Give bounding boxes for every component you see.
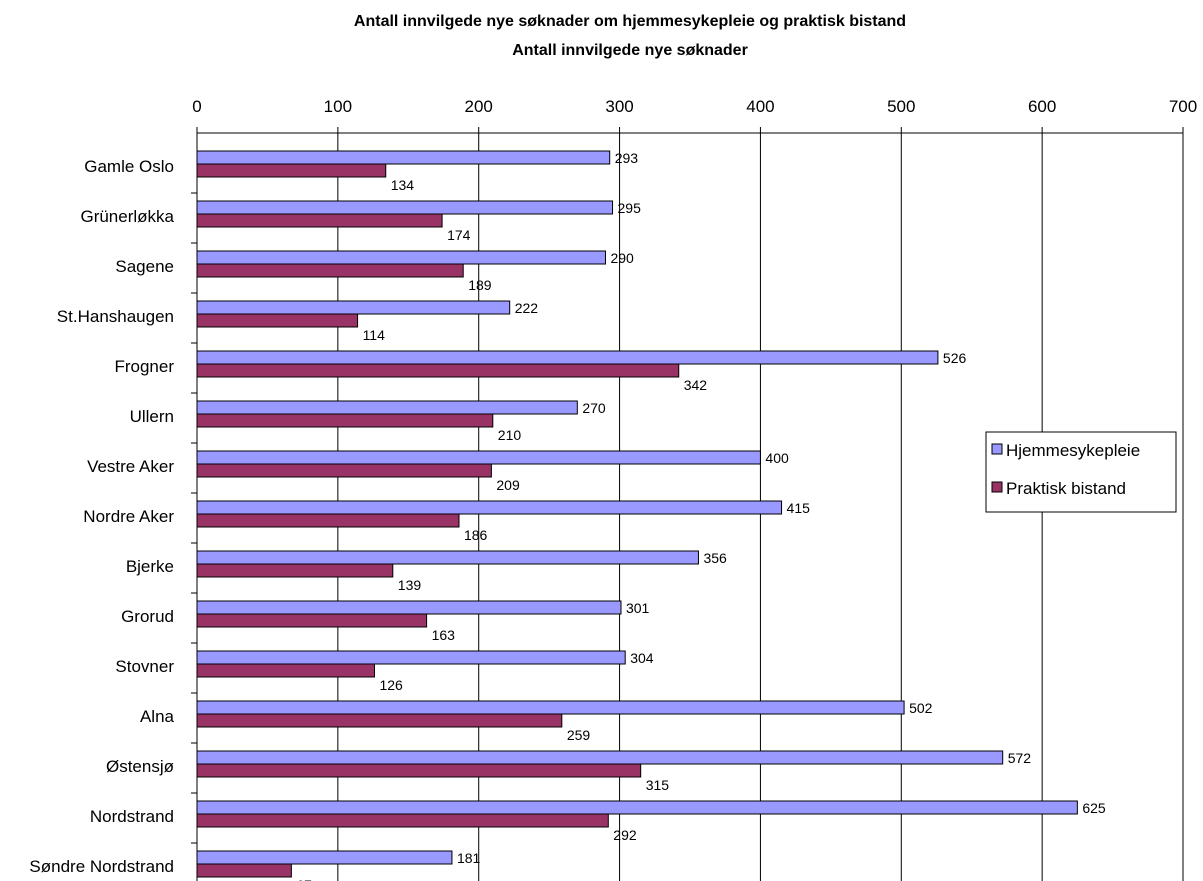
category-label: Gamle Oslo <box>84 157 174 176</box>
category-label: Nordre Aker <box>83 507 174 526</box>
data-label: 139 <box>398 577 422 593</box>
bar <box>196 800 1078 815</box>
category-label: Vestre Aker <box>87 457 174 476</box>
data-label: 304 <box>630 650 654 666</box>
category-label: Alna <box>140 707 175 726</box>
legend-label: Praktisk bistand <box>1006 479 1126 498</box>
category-label: Frogner <box>114 357 174 376</box>
legend-label: Hjemmesykepleie <box>1006 441 1140 460</box>
data-label: 572 <box>1008 750 1032 766</box>
bar <box>196 500 783 515</box>
data-label: 210 <box>498 427 522 443</box>
bar <box>196 813 609 828</box>
bar <box>196 363 680 378</box>
x-tick-label: 300 <box>605 97 633 116</box>
bar <box>196 563 394 578</box>
bar <box>196 150 611 165</box>
data-label: 209 <box>496 477 520 493</box>
data-label: 189 <box>468 277 492 293</box>
bar <box>196 613 428 628</box>
bar <box>196 850 453 865</box>
category-label: Søndre Nordstrand <box>29 857 174 876</box>
legend-box <box>985 431 1177 513</box>
x-tick-label: 700 <box>1169 97 1197 116</box>
data-label: 259 <box>567 727 591 743</box>
bar <box>196 513 460 528</box>
data-label: 295 <box>618 200 642 216</box>
x-tick-label: 0 <box>192 97 201 116</box>
data-label: 400 <box>765 450 789 466</box>
bar <box>196 250 606 265</box>
chart-subtitle: Antall innvilgede nye søknader <box>512 42 748 59</box>
data-label: 356 <box>703 550 727 566</box>
data-label: 502 <box>909 700 933 716</box>
data-label: 222 <box>515 300 539 316</box>
bar <box>196 763 642 778</box>
category-label: Bjerke <box>126 557 174 576</box>
data-label: 415 <box>787 500 811 516</box>
bar <box>196 163 387 178</box>
data-label: 290 <box>610 250 634 266</box>
bar <box>196 550 699 565</box>
x-tick-label: 100 <box>324 97 352 116</box>
chart-title: Antall innvilgede nye søknader om hjemme… <box>353 13 907 30</box>
category-label: Stovner <box>115 657 174 676</box>
bar <box>196 663 375 678</box>
bar <box>196 313 359 328</box>
bar <box>196 750 1004 765</box>
category-label: Grünerløkka <box>80 207 174 226</box>
data-label: 174 <box>447 227 471 243</box>
category-label: Sagene <box>115 257 174 276</box>
legend-swatch <box>991 443 1003 455</box>
data-label: 181 <box>457 850 481 866</box>
bar <box>196 450 761 465</box>
data-label: 126 <box>379 677 403 693</box>
data-label: 163 <box>432 627 456 643</box>
category-label: Nordstrand <box>90 807 174 826</box>
data-label: 342 <box>684 377 708 393</box>
x-tick-label: 600 <box>1028 97 1056 116</box>
x-tick-label: 400 <box>746 97 774 116</box>
data-label: 292 <box>613 827 637 843</box>
category-label: Østensjø <box>106 757 174 776</box>
data-label: 315 <box>646 777 670 793</box>
data-label: 301 <box>626 600 650 616</box>
x-tick-label: 500 <box>887 97 915 116</box>
bar <box>196 413 494 428</box>
bar <box>196 350 939 365</box>
data-label: 114 <box>363 327 386 343</box>
category-label: Grorud <box>121 607 174 626</box>
bar <box>196 700 905 715</box>
data-label: 186 <box>464 527 488 543</box>
x-tick-label: 200 <box>465 97 493 116</box>
category-label: St.Hanshaugen <box>57 307 174 326</box>
bar <box>196 400 578 415</box>
bar <box>196 600 622 615</box>
bar <box>196 200 614 215</box>
category-label: Ullern <box>130 407 174 426</box>
bar <box>196 650 626 665</box>
data-label: 270 <box>582 400 606 416</box>
bar <box>196 263 464 278</box>
bar <box>196 863 292 878</box>
data-label: 67 <box>296 877 312 881</box>
legend-swatch <box>991 481 1003 493</box>
data-label: 526 <box>943 350 967 366</box>
bar <box>196 463 492 478</box>
bar <box>196 300 511 315</box>
data-label: 625 <box>1082 800 1106 816</box>
bar <box>196 713 563 728</box>
data-label: 293 <box>615 150 639 166</box>
bar <box>196 213 443 228</box>
data-label: 134 <box>391 177 415 193</box>
